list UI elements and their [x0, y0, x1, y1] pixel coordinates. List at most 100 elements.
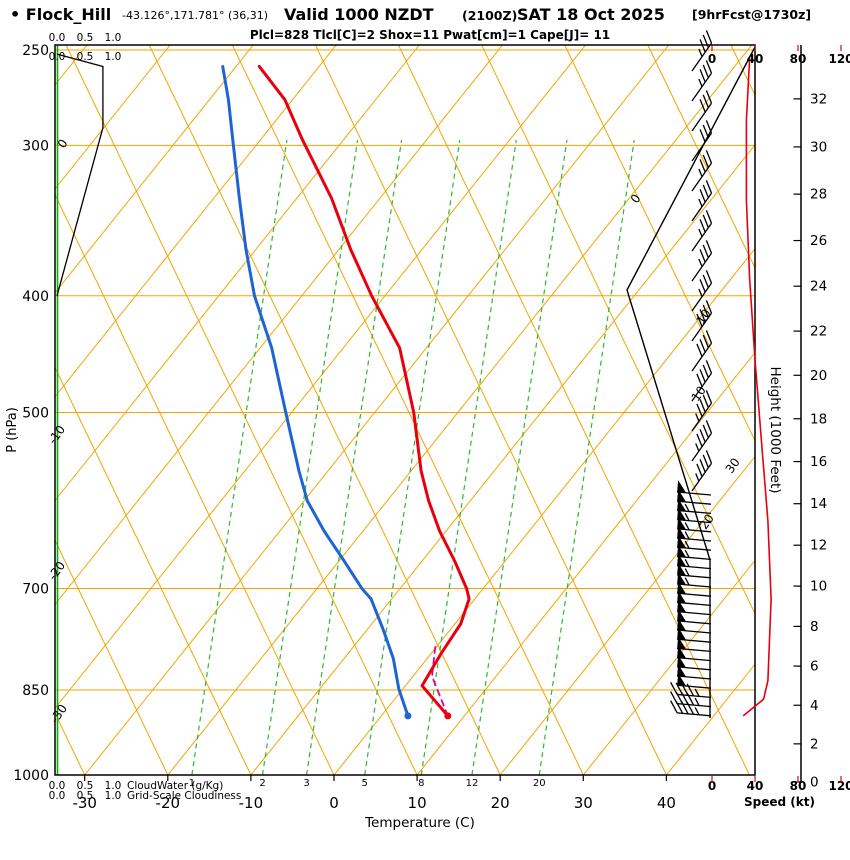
height-tick-label: 18	[810, 411, 827, 427]
temperature-tick-label: -20	[156, 794, 181, 812]
cloudiness-scale-bottom: 0.5	[77, 790, 94, 802]
wind-speed-curve-layer	[742, 58, 772, 717]
wind-barb-pennant	[677, 636, 687, 650]
wind-barb-feather	[699, 99, 706, 113]
wind-barb-staff	[677, 583, 712, 588]
speed-tick-label-top: 120	[828, 52, 850, 66]
dry-adiabat-line	[398, 45, 750, 775]
wind-barb-feather	[705, 60, 713, 74]
wind-barb-feather	[686, 701, 695, 715]
wind-barb-half-feather	[684, 522, 690, 531]
wind-barb-staff	[691, 132, 713, 162]
cloudwater-scale-bottom: 0.5	[77, 780, 94, 792]
wind-barb-staff	[691, 72, 713, 102]
mixing-ratio-line	[420, 139, 517, 775]
wind-barb-pennant	[677, 618, 687, 631]
mixing-ratio-line	[305, 139, 403, 775]
wind-barb-feather	[705, 330, 713, 344]
wind-barb	[677, 608, 712, 625]
wind-barb-feather	[702, 304, 709, 318]
wind-barb-pennant	[677, 599, 687, 613]
height-tick-label: 10	[810, 579, 827, 595]
wind-barb	[677, 599, 712, 616]
wind-barb	[691, 420, 713, 462]
wind-barb	[677, 526, 712, 542]
wind-barb-staff	[691, 252, 713, 282]
wind-barb-half-feather	[684, 559, 690, 567]
dry-adiabat-line	[730, 45, 755, 97]
wind-barb	[677, 480, 712, 496]
wind-barb-feather	[696, 373, 703, 387]
wind-barb-feather	[699, 39, 706, 53]
temperature-tick-label: 10	[408, 794, 427, 812]
forecast-hour: [9hrFcst@1730z]	[692, 7, 811, 22]
pressure-tick-label: 1000	[13, 768, 49, 784]
isotherm-line	[55, 45, 171, 190]
wind-barb-feather	[699, 369, 706, 383]
diagonal-grid-label: 10	[694, 306, 714, 327]
wind-barb-feather	[702, 154, 709, 168]
wind-barb-half-feather	[694, 688, 700, 697]
wind-barb-feather	[699, 249, 706, 263]
height-axis-label: Height (1000 Feet)	[767, 366, 783, 493]
wind-barb-pennant	[677, 535, 687, 549]
wind-barb	[691, 90, 713, 132]
pressure-tick-label: 700	[22, 581, 49, 597]
wind-barb-staff	[677, 574, 712, 579]
wind-barb-feather	[681, 701, 689, 715]
wind-barb-pennant	[677, 572, 687, 585]
dry-adiabat-line	[148, 45, 501, 775]
mixing-ratio-label: 12	[466, 778, 479, 789]
plot-border	[54, 44, 756, 776]
wind-barb	[677, 645, 712, 662]
wind-barb-feather	[702, 94, 709, 108]
wind-barb-feather	[699, 399, 706, 413]
dry-adiabat-line	[65, 45, 418, 775]
temperature-axis-label: Temperature (C)	[364, 815, 475, 831]
wind-barb-staff	[691, 372, 713, 402]
wind-barb-pennant	[677, 553, 687, 567]
wind-barb-staff	[677, 555, 712, 561]
wind-barb-staff	[677, 564, 712, 570]
wind-barb	[691, 360, 713, 402]
temperature-tick-label: 40	[657, 794, 676, 812]
wind-barb-staff	[677, 509, 712, 515]
wind-barb	[691, 300, 713, 342]
pressure-tick-label: 500	[22, 406, 49, 422]
height-tick-label: 26	[810, 233, 827, 249]
wind-barb-half-feather	[684, 568, 690, 577]
wind-barb-pennant	[677, 489, 687, 503]
wind-barb	[677, 516, 712, 533]
dry-adiabat-line	[55, 193, 335, 775]
plot-boundary-lines	[626, 46, 756, 718]
dry-adiabat-line	[647, 45, 755, 270]
wind-barb-staff	[691, 162, 713, 192]
wind-barb	[670, 700, 712, 717]
wind-barb	[691, 60, 713, 102]
wind-barb-feather	[699, 159, 706, 173]
height-tick-label: 4	[810, 698, 819, 714]
height-tick-label: 22	[810, 324, 827, 340]
isotherm-line	[55, 45, 420, 502]
wind-barb-half-feather	[698, 48, 703, 57]
wind-barb-feather	[705, 180, 713, 194]
wind-barb	[670, 691, 712, 708]
diagonal-grid-label: -30	[47, 702, 70, 726]
wind-barb	[677, 590, 712, 607]
wind-barb-staff	[691, 432, 713, 462]
wind-barb-half-feather	[684, 549, 690, 558]
mixing-ratio-lines	[191, 139, 635, 775]
wind-barb-feather	[696, 463, 703, 477]
mixing-ratio-label: 3	[303, 778, 309, 789]
mixing-ratio-line	[471, 139, 568, 775]
wind-barb-feather	[675, 700, 684, 714]
wind-barb	[677, 507, 712, 524]
mixing-ratio-line	[261, 139, 359, 775]
speed-tick-label-bottom: 0	[708, 779, 716, 793]
wind-barb-pennant	[677, 480, 687, 493]
pressure-tick-label: 850	[22, 683, 49, 699]
diagonal-grid-label: -20	[45, 559, 68, 583]
wind-barb	[691, 180, 713, 222]
wind-barb-pennant	[677, 673, 687, 687]
